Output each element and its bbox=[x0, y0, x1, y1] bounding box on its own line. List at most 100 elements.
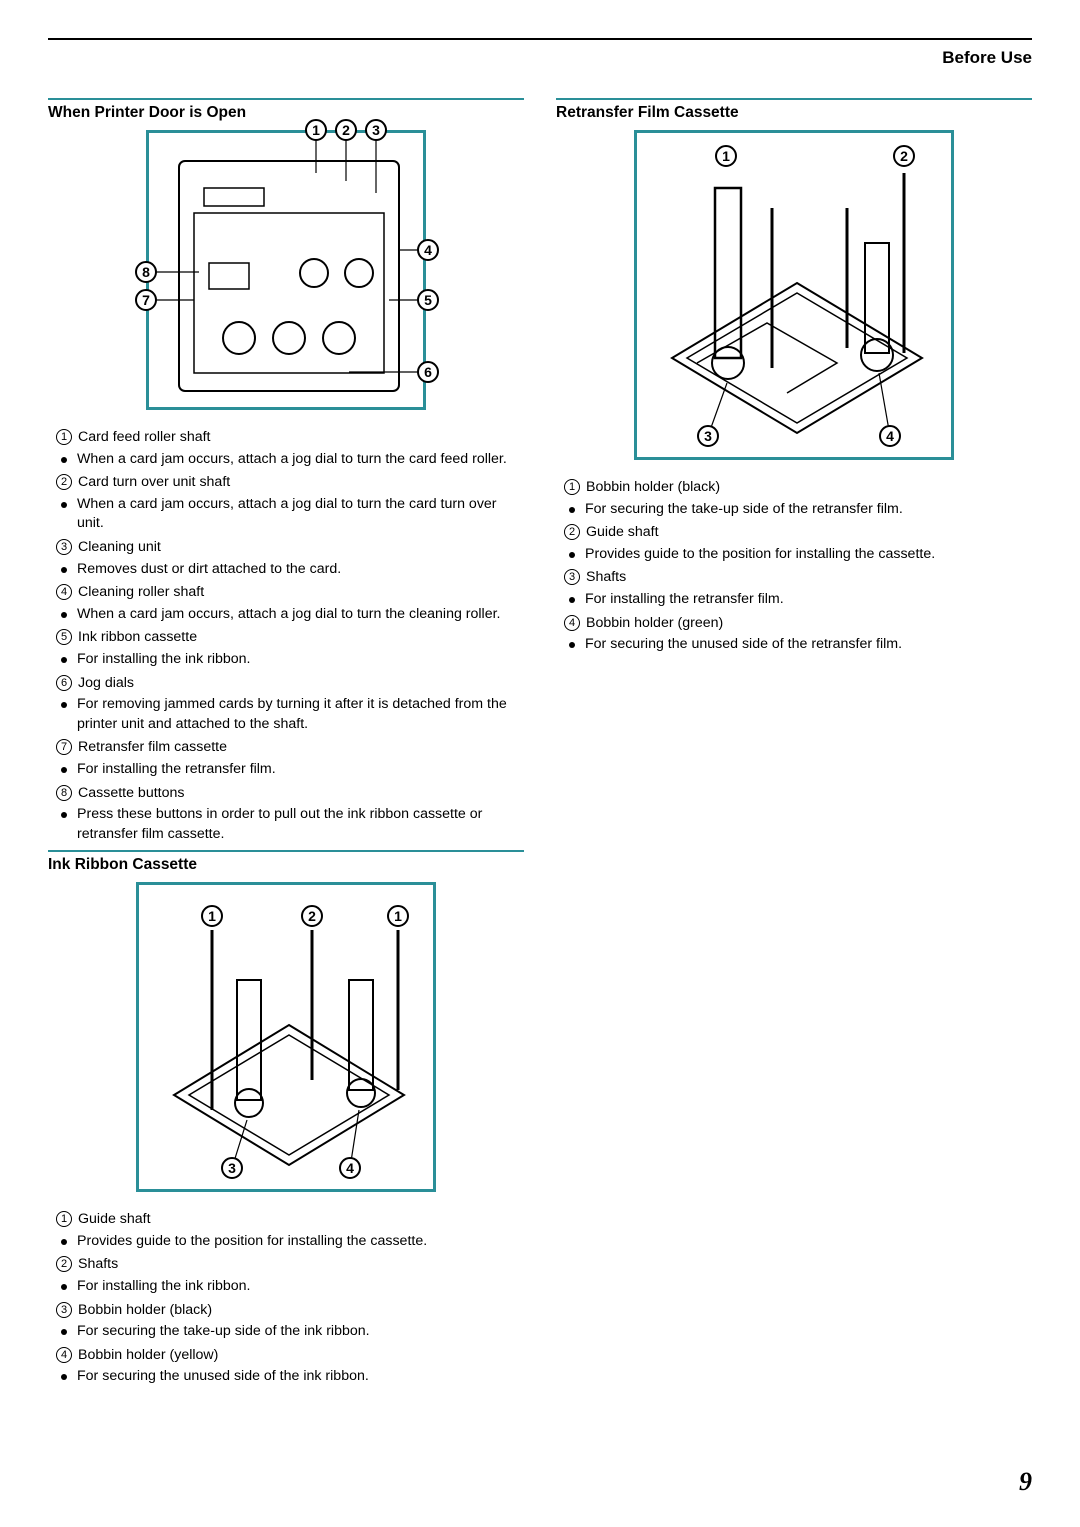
item-label: Cleaning unit bbox=[78, 538, 161, 558]
item-desc-row: Provides guide to the position for insta… bbox=[564, 545, 1032, 565]
page-number: 9 bbox=[1019, 1467, 1032, 1497]
section-title-ink-ribbon: Ink Ribbon Cassette bbox=[48, 856, 524, 874]
bullet-icon bbox=[61, 1239, 67, 1245]
top-rule bbox=[48, 38, 1032, 40]
list-item: 3Cleaning unit bbox=[56, 538, 524, 558]
item-desc: For securing the unused side of the ink … bbox=[77, 1367, 524, 1387]
list-ink-ribbon: 1 Guide shaftProvides guide to the positi… bbox=[48, 1210, 524, 1387]
figure-retransfer: 1234 bbox=[634, 130, 954, 460]
item-desc: For installing the ink ribbon. bbox=[77, 650, 524, 670]
callout-3: 3 bbox=[365, 119, 387, 141]
item-label: Card turn over unit shaft bbox=[78, 473, 230, 493]
bullet-icon bbox=[569, 552, 575, 558]
content-columns: When Printer Door is Open bbox=[48, 92, 1032, 1391]
item-number-icon: 3 bbox=[564, 569, 580, 585]
item-desc-row: For installing the ink ribbon. bbox=[56, 1277, 524, 1297]
item-number-icon: 2 bbox=[56, 474, 72, 490]
item-desc-row: When a card jam occurs, attach a jog dia… bbox=[56, 495, 524, 534]
section-title-retransfer: Retransfer Film Cassette bbox=[556, 104, 1032, 122]
item-desc: When a card jam occurs, attach a jog dia… bbox=[77, 495, 524, 534]
list-item: 2Shafts bbox=[56, 1255, 524, 1275]
list-item: 1 Bobbin holder (black) bbox=[564, 478, 1032, 498]
ink-cassette-svg bbox=[139, 885, 439, 1195]
item-label: Bobbin holder (black) bbox=[586, 478, 720, 498]
callout-6: 6 bbox=[417, 361, 439, 383]
figure-printer-door: 12345678 bbox=[146, 130, 426, 410]
right-column: Retransfer Film Cassette 1234 bbox=[556, 92, 1032, 1391]
printer-internal-svg bbox=[149, 133, 429, 413]
item-desc: When a card jam occurs, attach a jog dia… bbox=[77, 450, 524, 470]
item-label: Bobbin holder (green) bbox=[586, 614, 723, 634]
bullet-icon bbox=[61, 767, 67, 773]
callout-1: 1 bbox=[715, 145, 737, 167]
list-item: 4 Bobbin holder (green) bbox=[564, 614, 1032, 634]
list-item: 3 Bobbin holder (black) bbox=[56, 1301, 524, 1321]
item-desc-row: For securing the unused side of the ink … bbox=[56, 1367, 524, 1387]
item-label: Guide shaft bbox=[586, 523, 659, 543]
item-desc-row: When a card jam occurs, attach a jog dia… bbox=[56, 450, 524, 470]
item-desc: For installing the retransfer film. bbox=[585, 590, 1032, 610]
item-desc-row: When a card jam occurs, attach a jog dia… bbox=[56, 605, 524, 625]
item-number-icon: 1 bbox=[56, 429, 72, 445]
section-rule bbox=[48, 850, 524, 852]
bullet-icon bbox=[569, 642, 575, 648]
callout-4: 4 bbox=[879, 425, 901, 447]
callout-3: 3 bbox=[697, 425, 719, 447]
list-item: 1 Guide shaft bbox=[56, 1210, 524, 1230]
bullet-icon bbox=[61, 702, 67, 708]
item-number-icon: 3 bbox=[56, 1302, 72, 1318]
bullet-icon bbox=[61, 1329, 67, 1335]
item-label: Ink ribbon cassette bbox=[78, 628, 197, 648]
callout-7: 7 bbox=[135, 289, 157, 311]
item-desc: For securing the take-up side of the ink… bbox=[77, 1322, 524, 1342]
item-desc: For installing the ink ribbon. bbox=[77, 1277, 524, 1297]
bullet-icon bbox=[61, 812, 67, 818]
item-desc: For securing the unused side of the retr… bbox=[585, 635, 1032, 655]
item-desc: When a card jam occurs, attach a jog dia… bbox=[77, 605, 524, 625]
section-rule bbox=[556, 98, 1032, 100]
item-desc-row: Removes dust or dirt attached to the car… bbox=[56, 560, 524, 580]
callout-2: 2 bbox=[335, 119, 357, 141]
item-desc: For installing the retransfer film. bbox=[77, 760, 524, 780]
item-number-icon: 1 bbox=[564, 479, 580, 495]
list-retransfer: 1 Bobbin holder (black)For securing the t… bbox=[556, 478, 1032, 655]
bullet-icon bbox=[61, 567, 67, 573]
bullet-icon bbox=[61, 1284, 67, 1290]
item-desc-row: For securing the unused side of the retr… bbox=[564, 635, 1032, 655]
item-number-icon: 6 bbox=[56, 675, 72, 691]
item-label: Cassette buttons bbox=[78, 784, 184, 804]
item-desc-row: Provides guide to the position for insta… bbox=[56, 1232, 524, 1252]
item-label: Cleaning roller shaft bbox=[78, 583, 204, 603]
bullet-icon bbox=[61, 1374, 67, 1380]
item-number-icon: 2 bbox=[56, 1256, 72, 1272]
item-label: Guide shaft bbox=[78, 1210, 151, 1230]
item-label: Jog dials bbox=[78, 674, 134, 694]
item-desc: For securing the take-up side of the ret… bbox=[585, 500, 1032, 520]
figure-ink-ribbon: 12134 bbox=[136, 882, 436, 1192]
item-label: Shafts bbox=[586, 568, 626, 588]
list-item: 1 Card feed roller shaft bbox=[56, 428, 524, 448]
item-number-icon: 8 bbox=[56, 785, 72, 801]
list-item: 7Retransfer film cassette bbox=[56, 738, 524, 758]
bullet-icon bbox=[61, 457, 67, 463]
list-item: 6 Jog dials bbox=[56, 674, 524, 694]
section-title-printer-door: When Printer Door is Open bbox=[48, 104, 524, 122]
item-desc-row: For installing the ink ribbon. bbox=[56, 650, 524, 670]
item-number-icon: 4 bbox=[564, 615, 580, 631]
item-label: Card feed roller shaft bbox=[78, 428, 210, 448]
item-label: Bobbin holder (black) bbox=[78, 1301, 212, 1321]
item-desc: Provides guide to the position for insta… bbox=[585, 545, 1032, 565]
item-number-icon: 1 bbox=[56, 1211, 72, 1227]
list-item: 8 Cassette buttons bbox=[56, 784, 524, 804]
callout-4: 4 bbox=[417, 239, 439, 261]
item-desc: Press these buttons in order to pull out… bbox=[77, 805, 524, 844]
bullet-icon bbox=[569, 507, 575, 513]
item-label: Bobbin holder (yellow) bbox=[78, 1346, 218, 1366]
figure-printer-door-wrap: 12345678 bbox=[48, 130, 524, 418]
bullet-icon bbox=[61, 657, 67, 663]
item-number-icon: 5 bbox=[56, 629, 72, 645]
item-desc-row: Press these buttons in order to pull out… bbox=[56, 805, 524, 844]
callout-8: 8 bbox=[135, 261, 157, 283]
item-desc: Removes dust or dirt attached to the car… bbox=[77, 560, 524, 580]
list-item: 4Bobbin holder (yellow) bbox=[56, 1346, 524, 1366]
